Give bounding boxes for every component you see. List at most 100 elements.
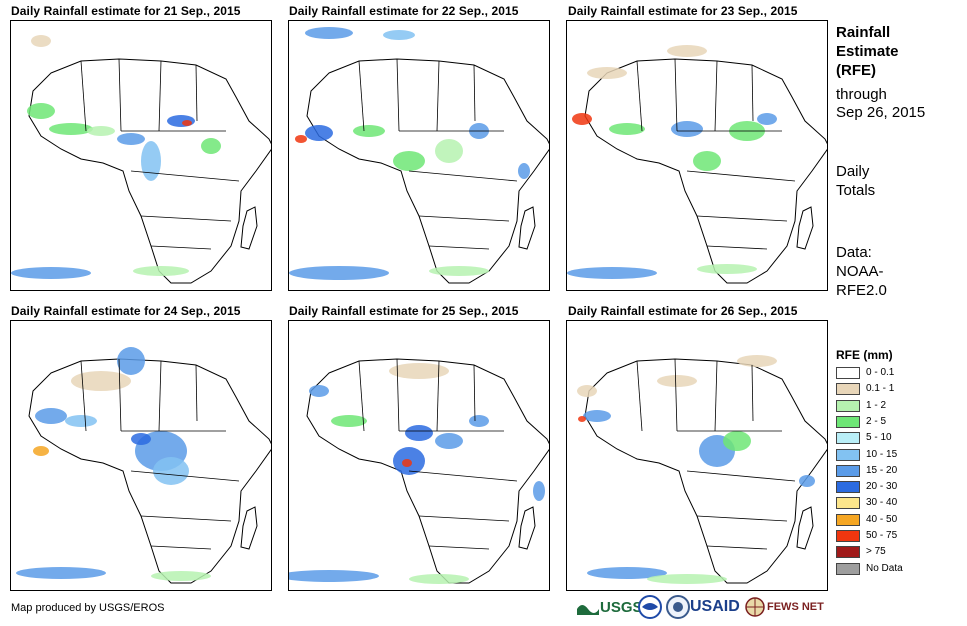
country-border — [408, 170, 518, 182]
rainfall-area — [657, 375, 697, 387]
country-border — [436, 360, 440, 432]
usaid-logo: USAID — [690, 593, 740, 621]
country-border — [418, 215, 510, 222]
country-border — [80, 60, 87, 132]
rainfall-area — [578, 416, 586, 422]
totals-line2: Totals — [836, 182, 876, 199]
country-border — [686, 470, 796, 482]
rainfall-area — [16, 567, 106, 579]
madagascar-outline — [518, 206, 536, 250]
doi-seal-icon — [666, 595, 690, 619]
rainfall-area — [587, 67, 627, 79]
rainfall-area — [429, 266, 489, 276]
panel-title-sep22: Daily Rainfall estimate for 22 Sep., 201… — [289, 4, 519, 18]
legend-swatch — [836, 497, 860, 510]
rainfall-area — [65, 415, 97, 427]
country-border — [696, 215, 788, 222]
rainfall-area — [389, 363, 449, 379]
country-border — [130, 170, 240, 182]
data-source-line2: RFE2.0 — [836, 282, 887, 299]
rainfall-area — [131, 433, 151, 445]
country-border — [636, 360, 643, 432]
country-border — [714, 360, 718, 432]
noaa-logo — [638, 593, 662, 621]
country-border — [674, 58, 678, 132]
rainfall-area — [27, 103, 55, 119]
rainfall-area — [33, 446, 49, 456]
rainfall-area — [305, 125, 333, 141]
legend-swatch — [836, 464, 860, 477]
rainfall-map-sep21 — [10, 20, 272, 291]
rainfall-map-sep25 — [288, 320, 550, 591]
country-border — [195, 364, 198, 422]
rainfall-area — [153, 457, 189, 485]
legend-swatch — [836, 530, 860, 542]
legend-label: 0.1 - 1 — [866, 383, 895, 395]
panel-title-sep23: Daily Rainfall estimate for 23 Sep., 201… — [568, 4, 798, 18]
legend-label: 0 - 0.1 — [866, 367, 895, 378]
panel-title-sep26: Daily Rainfall estimate for 26 Sep., 201… — [568, 304, 798, 318]
africa-outline — [28, 358, 271, 584]
country-border — [473, 364, 476, 422]
rainfall-area — [305, 27, 353, 39]
rainfall-area — [87, 126, 115, 136]
africa-outline — [584, 358, 827, 584]
rainfall-area — [409, 574, 469, 584]
country-border — [358, 60, 365, 132]
country-border — [408, 470, 518, 482]
rainfall-area — [577, 385, 597, 397]
country-border — [118, 58, 122, 132]
rainfall-area — [289, 266, 389, 280]
legend-swatch — [836, 481, 860, 494]
country-border — [751, 64, 754, 122]
country-border — [706, 545, 768, 550]
usgs-logo-text: USGS — [600, 598, 643, 616]
rainfall-map-sep24 — [10, 320, 272, 591]
rainfall-area — [667, 45, 707, 57]
legend-swatch — [836, 513, 860, 526]
country-border — [130, 470, 240, 482]
rainfall-area — [697, 264, 757, 274]
rainfall-area — [405, 425, 433, 441]
country-border — [436, 60, 440, 132]
rainfall-area — [117, 347, 145, 375]
rainfall-area — [383, 30, 415, 40]
fewsnet-globe-icon — [745, 597, 765, 617]
legend-label: 40 - 50 — [866, 513, 898, 525]
fewsnet-logo: FEWS NET — [745, 593, 824, 621]
madagascar-outline — [240, 206, 258, 250]
country-border — [396, 358, 400, 432]
rainfall-area — [567, 267, 657, 279]
legend-label: 1 - 2 — [866, 399, 887, 411]
rainfall-area — [647, 574, 727, 584]
rainfall-area — [737, 355, 777, 367]
rainfall-area — [35, 408, 67, 424]
country-border — [140, 515, 232, 522]
legend-label: 10 - 15 — [866, 448, 898, 460]
country-border — [150, 545, 212, 550]
rainfall-map-sep23 — [566, 20, 828, 291]
rainfall-area — [572, 113, 592, 125]
rainfall-area — [182, 120, 192, 126]
legend-title: RFE (mm) — [836, 348, 893, 362]
africa-outline — [306, 358, 549, 584]
noaa-emblem-icon — [638, 595, 662, 619]
rainfall-area — [609, 123, 645, 135]
rainfall-area — [402, 459, 412, 467]
rainfall-area — [469, 415, 489, 427]
fewsnet-logo-text: FEWS NET — [767, 601, 824, 613]
rainfall-area — [435, 433, 463, 449]
data-label: Data: — [836, 244, 872, 261]
panel-title-sep25: Daily Rainfall estimate for 25 Sep., 201… — [289, 304, 519, 318]
rainfall-area — [11, 267, 91, 279]
legend-swatch — [836, 399, 860, 412]
legend-swatch — [836, 367, 860, 379]
rainfall-area — [583, 410, 611, 422]
rainfall-area — [799, 475, 815, 487]
usaid-logo-text: USAID — [690, 598, 740, 615]
rainfall-area — [671, 121, 703, 137]
madagascar-outline — [518, 506, 536, 550]
rainfall-area — [757, 113, 777, 125]
country-border — [428, 545, 490, 550]
side-title-line3: (RFE) — [836, 62, 876, 79]
